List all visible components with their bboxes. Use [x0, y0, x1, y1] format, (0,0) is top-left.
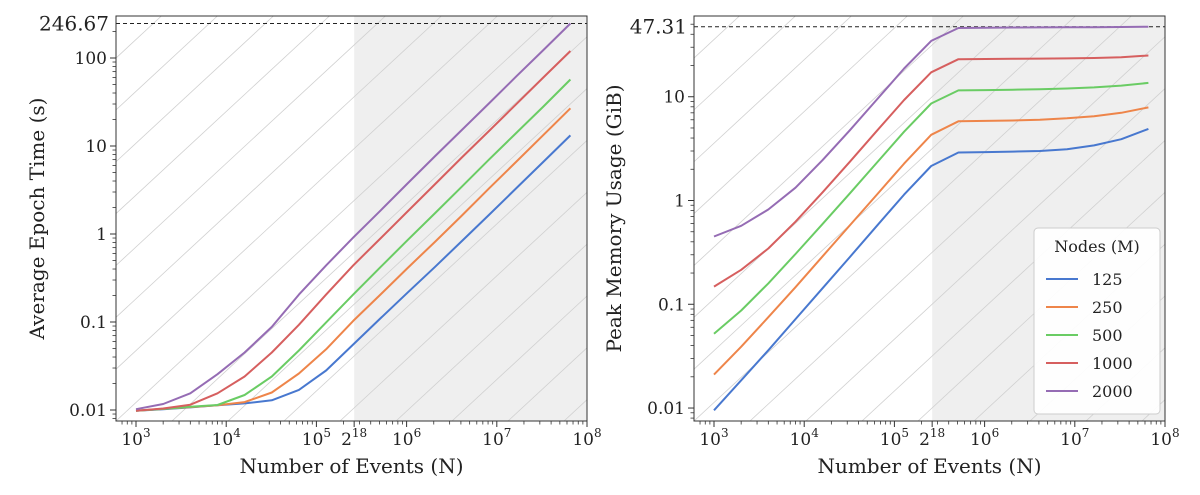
- grid-line: [116, 16, 554, 421]
- y-tick-label: 100: [75, 49, 107, 69]
- grid-line: [116, 16, 386, 266]
- legend-label: 2000: [1092, 382, 1133, 401]
- plot-frame: [693, 15, 1166, 422]
- x-tick-label: 103: [699, 426, 728, 450]
- series-line-0: [713, 127, 1149, 411]
- series-lines: [713, 25, 1149, 411]
- x-tick-label: 105: [302, 426, 331, 450]
- y-tick-label: 10: [663, 88, 685, 108]
- grid-line: [116, 16, 330, 215]
- series-line-3: [135, 50, 572, 412]
- legend-title: Nodes (M): [1054, 237, 1140, 256]
- grid-line: [861, 139, 1165, 421]
- x-axis-title: Number of Events (N): [817, 454, 1041, 478]
- grid-line: [0, 16, 403, 421]
- grid-line: [805, 88, 1165, 421]
- series-line-2: [713, 81, 1149, 335]
- grid-line: [227, 88, 587, 421]
- x-tick-label: 106: [392, 426, 421, 450]
- grid-line: [451, 295, 587, 421]
- grid-line: [694, 16, 1132, 421]
- y-tick-label: 0.01: [69, 401, 107, 421]
- y-tick-label: 10: [85, 137, 107, 157]
- y-tick-label: 1: [674, 192, 685, 212]
- x-tick-label: 218: [919, 426, 945, 450]
- x-tick-label: 103: [121, 426, 150, 450]
- grid-line: [694, 16, 852, 163]
- x-tick-label: 105: [880, 426, 909, 450]
- grid-line: [339, 191, 587, 421]
- y-tick-label: 0.1: [658, 295, 685, 315]
- x-tick-label: 106: [970, 426, 999, 450]
- grid-line: [0, 16, 347, 421]
- series-line-3: [713, 54, 1149, 288]
- series-lines: [135, 22, 572, 412]
- x-tick-label: 218: [341, 426, 367, 450]
- x-axis-title: Number of Events (N): [239, 454, 463, 478]
- diagonal-grid: [0, 16, 1165, 421]
- x-tick-label: 104: [790, 426, 820, 450]
- plot-frame: [115, 15, 588, 422]
- grid-line: [749, 36, 1165, 421]
- grid-line: [116, 16, 218, 111]
- grid-line: [395, 243, 587, 421]
- grid-line: [283, 139, 587, 421]
- x-tick-label: 107: [1060, 426, 1089, 450]
- y-tick-label: 0.01: [647, 399, 685, 419]
- x-tick-label: 108: [572, 426, 601, 450]
- reference-line-label: 47.31: [630, 15, 687, 39]
- peak-memory-panel: 47.31 103 104 105 218 106 107 108 0.01 0.1 1 10 Numb…: [0, 15, 1180, 478]
- grid-line: [116, 16, 498, 370]
- x-tick-label: 108: [1150, 426, 1179, 450]
- y-axis-title: Average Epoch Time (s): [25, 98, 49, 341]
- reference-line-label: 246.67: [39, 11, 109, 35]
- grid-line: [116, 16, 442, 318]
- grid-line: [694, 16, 796, 111]
- legend-label: 1000: [1092, 354, 1133, 373]
- grid-line: [694, 16, 1020, 318]
- y-axis-title: Peak Memory Usage (GiB): [602, 84, 626, 352]
- x-tick-label: 104: [212, 426, 242, 450]
- grid-line: [917, 191, 1165, 421]
- y-tick-label: 0.1: [80, 313, 107, 333]
- x-tick-label: 107: [482, 426, 511, 450]
- grid-line: [694, 16, 908, 215]
- grid-line: [0, 16, 105, 421]
- y-tick-label: 1: [96, 225, 107, 245]
- legend-label: 250: [1092, 298, 1123, 317]
- legend-label: 125: [1092, 270, 1123, 289]
- legend-box: [1033, 227, 1161, 415]
- shaded-region: [354, 16, 587, 421]
- series-line-4: [713, 25, 1149, 238]
- legend: Nodes (M) 125 250 500 1000 2000: [1033, 227, 1161, 415]
- grid-line: [116, 16, 274, 163]
- legend-label: 500: [1092, 326, 1123, 345]
- series-line-1: [713, 106, 1149, 376]
- grid-line: [507, 347, 587, 421]
- series-line-4: [135, 22, 572, 411]
- series-line-2: [135, 78, 572, 412]
- epoch-time-panel: 246.67 103 104 105 218 106 107 108 0.01 0.1 1 10 100…: [0, 11, 602, 478]
- diagonal-grid: [0, 16, 587, 421]
